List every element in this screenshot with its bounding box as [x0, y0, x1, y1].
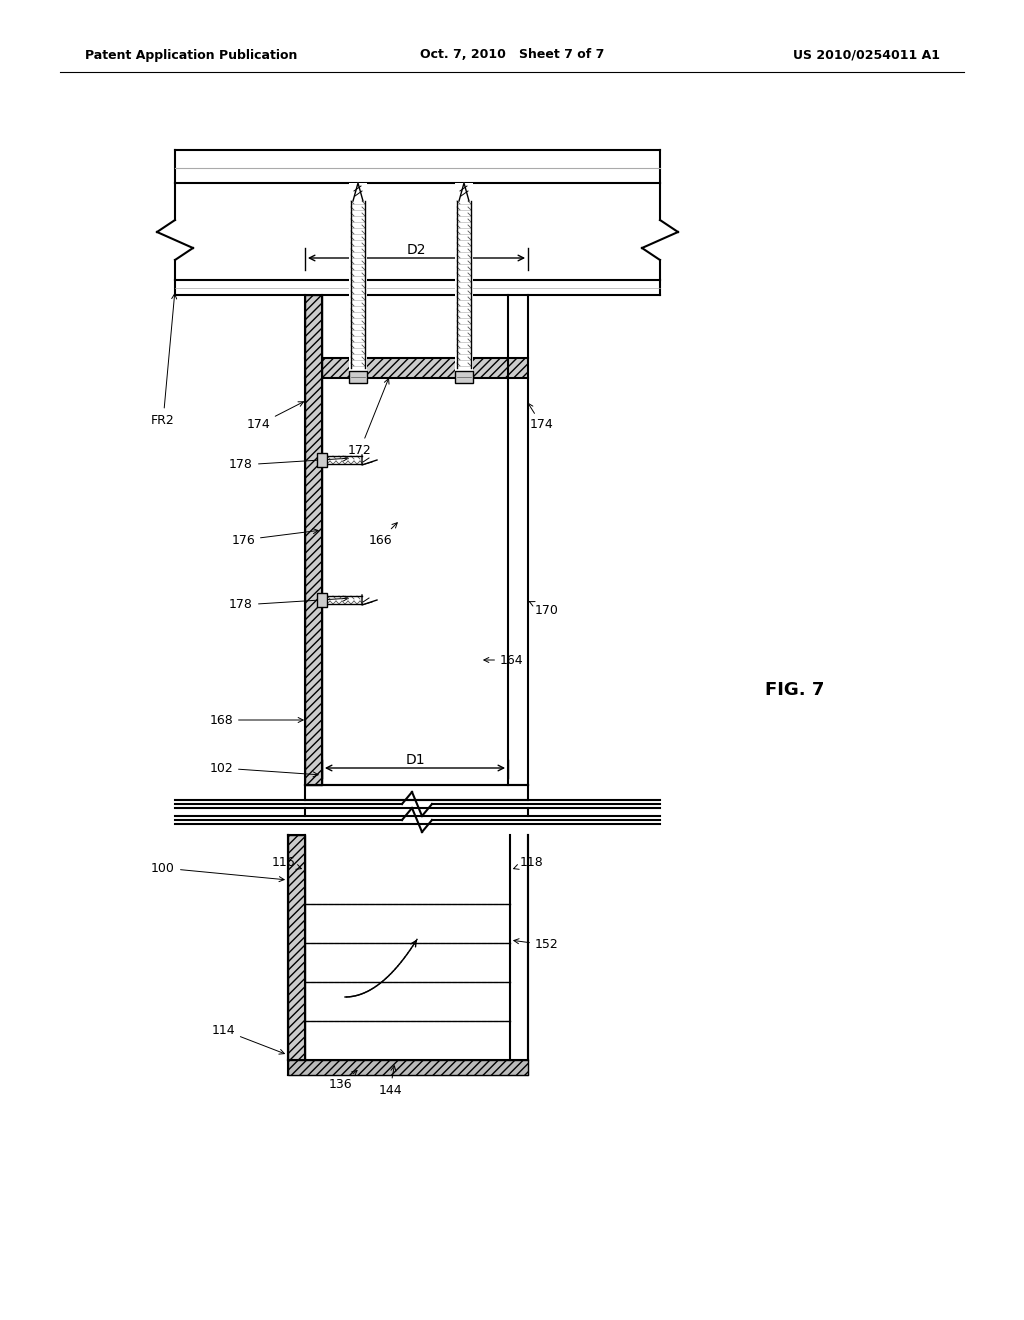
Text: Oct. 7, 2010   Sheet 7 of 7: Oct. 7, 2010 Sheet 7 of 7	[420, 49, 604, 62]
Text: D1: D1	[406, 752, 425, 767]
Bar	[317, 453, 327, 467]
Polygon shape	[362, 595, 377, 605]
Text: 172: 172	[348, 379, 389, 457]
Polygon shape	[362, 455, 377, 465]
Text: 178: 178	[229, 597, 348, 611]
Bar	[455, 183, 473, 383]
Bar	[288, 1060, 528, 1074]
Text: 168: 168	[209, 714, 303, 726]
Text: Patent Application Publication: Patent Application Publication	[85, 49, 297, 62]
Text: 174: 174	[246, 401, 303, 432]
Text: 166: 166	[369, 523, 397, 546]
Text: FR2: FR2	[152, 294, 177, 426]
Text: 100: 100	[152, 862, 284, 882]
Bar	[322, 453, 382, 466]
Text: US 2010/0254011 A1: US 2010/0254011 A1	[793, 49, 940, 62]
Text: 170: 170	[529, 602, 559, 616]
Text: 174: 174	[528, 404, 554, 432]
Bar	[305, 294, 322, 785]
Text: FIG. 7: FIG. 7	[765, 681, 824, 700]
Bar	[349, 183, 367, 383]
Bar	[349, 371, 367, 383]
Text: D2: D2	[407, 243, 426, 257]
Bar	[288, 836, 305, 1060]
Bar	[322, 593, 382, 606]
Text: 152: 152	[514, 939, 559, 952]
Polygon shape	[305, 294, 528, 378]
Text: 116: 116	[271, 855, 301, 870]
Text: 164: 164	[484, 653, 523, 667]
Polygon shape	[459, 183, 469, 201]
Polygon shape	[353, 183, 362, 201]
Bar	[317, 593, 327, 607]
Text: 178: 178	[229, 457, 348, 471]
Text: 176: 176	[231, 528, 318, 546]
Text: 114: 114	[211, 1023, 285, 1055]
Text: 136: 136	[328, 1071, 357, 1092]
Text: 144: 144	[378, 1065, 401, 1097]
Bar	[455, 371, 473, 383]
Text: 102: 102	[209, 762, 318, 777]
Text: 118: 118	[514, 855, 544, 870]
